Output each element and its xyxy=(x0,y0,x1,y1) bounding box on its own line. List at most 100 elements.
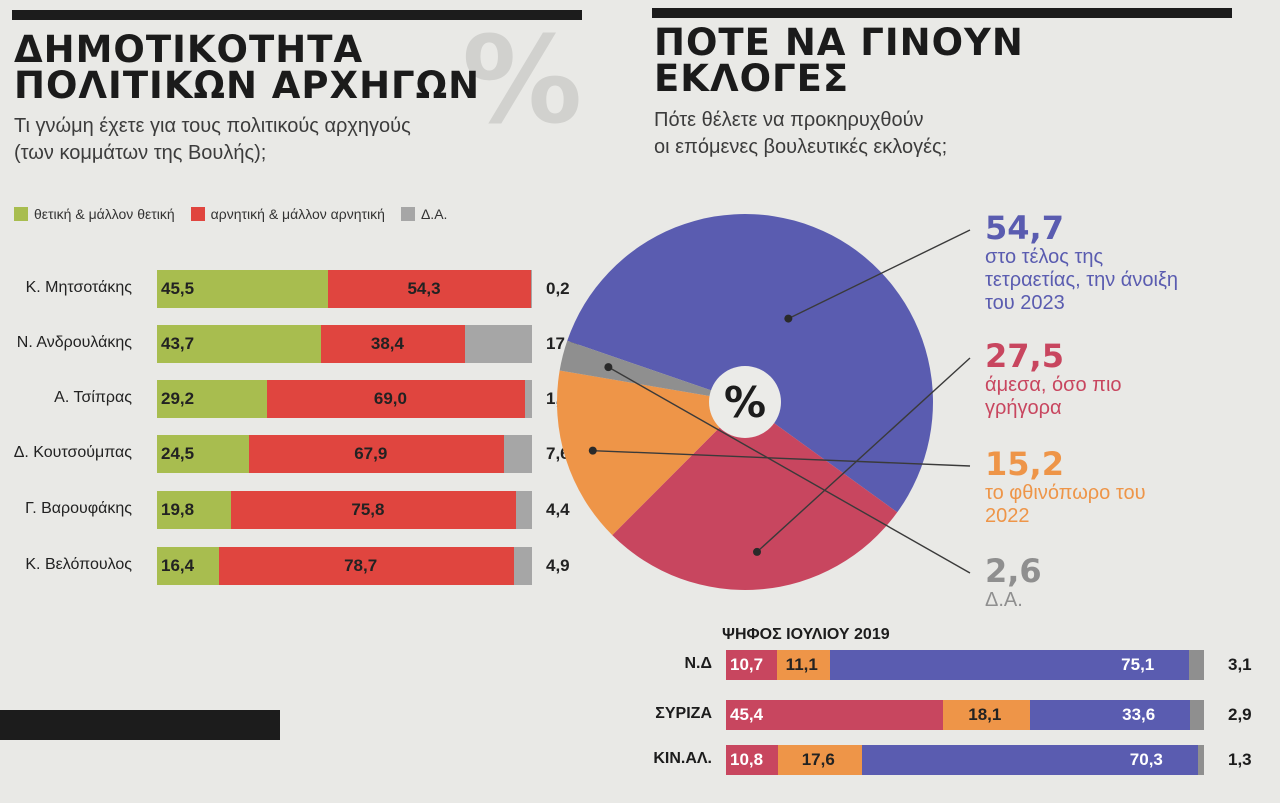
left-title-line2: ΠΟΛΙΤΙΚΩΝ ΑΡΧΗΓΩΝ xyxy=(14,64,481,107)
dk-segment xyxy=(531,270,532,308)
vote-party: Ν.Δ xyxy=(684,655,713,672)
pie-leader-dot xyxy=(784,314,793,323)
pie-value: 2,6 xyxy=(985,552,1042,590)
pie-value: 15,2 xyxy=(985,445,1064,483)
negative-segment xyxy=(320,325,465,363)
immediate-segment xyxy=(726,650,778,680)
pie-leader-line xyxy=(592,449,971,467)
vote-dk-value: 3,1 xyxy=(1228,655,1252,674)
autumn-segment xyxy=(943,700,1030,730)
dk-segment xyxy=(513,547,532,585)
dk-value: 0,2 xyxy=(546,279,570,298)
pie-label: 27,5 άμεσα, όσο πιο γρήγορα xyxy=(985,338,1185,420)
bar-row: Γ. Βαρουφάκης 19,8 75,8 4,4 xyxy=(0,491,600,529)
vote-value: 33,6 xyxy=(1122,705,1156,724)
pie-center-circle xyxy=(709,366,781,438)
pie-description: άμεσα, όσο πιο γρήγορα xyxy=(985,374,1122,419)
dk-segment xyxy=(464,325,532,363)
positive-segment xyxy=(157,435,249,473)
bar-name: Ν. Ανδρουλάκης xyxy=(16,334,132,351)
autumn-segment xyxy=(777,745,862,775)
legend-dk-label: Δ.Α. xyxy=(420,206,448,222)
dk-segment xyxy=(1197,745,1204,775)
left-title-line1: ΔΗΜΟΤΙΚΟΤΗΤΑ xyxy=(14,28,364,71)
pie-description: το φθινόπωρο του 2022 xyxy=(985,482,1146,527)
negative-value: 75,8 xyxy=(351,500,385,519)
legend-positive-label: θετική & μάλλον θετική xyxy=(34,206,175,222)
legend-negative-label: αρνητική & μάλλον αρνητική xyxy=(210,206,385,222)
positive-value: 19,8 xyxy=(161,500,195,519)
dk-value: 4,4 xyxy=(546,500,570,519)
vote-value: 17,6 xyxy=(801,750,835,769)
vote-value: 10,7 xyxy=(730,655,764,674)
legend-positive: θετική & μάλλον θετική xyxy=(14,206,175,222)
term-end-segment xyxy=(830,650,1190,680)
pie-value: 27,5 xyxy=(985,337,1064,375)
bar-row: Κ. Μητσοτάκης 45,5 54,3 0,2 xyxy=(0,270,600,308)
dk-value: 1,8 xyxy=(546,389,570,408)
left-subtitle-line2: (των κομμάτων της Βουλής); xyxy=(14,142,267,164)
left-title: ΔΗΜΟΤΙΚΟΤΗΤΑ ΠΟΛΙΤΙΚΩΝ ΑΡΧΗΓΩΝ xyxy=(14,31,481,107)
vote-row: Ν.Δ 10,7 11,1 75,1 3,1 xyxy=(600,650,1280,680)
term-end-segment xyxy=(861,745,1198,775)
vote-value: 10,8 xyxy=(730,750,764,769)
term-end-segment xyxy=(1029,700,1191,730)
vote-dk-value: 1,3 xyxy=(1228,750,1252,769)
bar-name: Κ. Μητσοτάκης xyxy=(25,279,132,296)
vote-2019-header: ΨΗΦΟΣ ΙΟΥΛΙΟΥ 2019 xyxy=(722,626,890,643)
right-title-line1: ΠΟΤΕ ΝΑ ΓΙΝΟΥΝ xyxy=(654,21,1024,64)
vote-party: ΣΥΡΙΖΑ xyxy=(655,705,712,722)
pie-slice xyxy=(567,213,934,513)
bar-row: Α. Τσίπρας 29,2 69,0 1,8 xyxy=(0,380,600,418)
positive-segment xyxy=(157,270,328,308)
pie-description: Δ.Α. xyxy=(985,589,1023,611)
legend-dk-swatch xyxy=(400,207,415,221)
dk-value: 17,9 xyxy=(546,334,580,353)
pie-value: 54,7 xyxy=(985,209,1064,247)
positive-value: 24,5 xyxy=(161,444,195,463)
right-title: ΠΟΤΕ ΝΑ ΓΙΝΟΥΝ ΕΚΛΟΓΕΣ xyxy=(654,24,1024,100)
negative-segment xyxy=(231,491,516,529)
bar-row: Δ. Κουτσούμπας 24,5 67,9 7,6 xyxy=(0,435,600,473)
pie-label: 54,7 στο τέλος της τετραετίας, την άνοιξη… xyxy=(985,210,1185,315)
left-subtitle: Τι γνώμη έχετε για τους πολιτικούς αρχηγ… xyxy=(14,113,411,167)
popularity-legend: θετική & μάλλον θετική αρνητική & μάλλον… xyxy=(14,206,447,222)
bar-row: Κ. Βελόπουλος 16,4 78,7 4,9 xyxy=(0,547,600,585)
right-title-line2: ΕΚΛΟΓΕΣ xyxy=(654,57,850,100)
left-subtitle-line1: Τι γνώμη έχετε για τους πολιτικούς αρχηγ… xyxy=(14,115,411,137)
bar-row: Ν. Ανδρουλάκης 43,7 38,4 17,9 xyxy=(0,325,600,363)
vote-value: 45,4 xyxy=(730,705,764,724)
vote-row: ΚΙΝ.ΑΛ. 10,8 17,6 70,3 1,3 xyxy=(600,745,1280,775)
pie-center-percent: % xyxy=(724,378,766,427)
dk-segment xyxy=(503,435,532,473)
right-subtitle: Πότε θέλετε να προκηρυχθούν οι επόμενες … xyxy=(654,107,947,161)
legend-negative: αρνητική & μάλλον αρνητική xyxy=(190,206,385,222)
dk-value: 7,6 xyxy=(546,444,570,463)
left-bottom-rule xyxy=(0,710,280,740)
positive-value: 29,2 xyxy=(161,389,195,408)
negative-value: 78,7 xyxy=(344,556,378,575)
dk-value: 4,9 xyxy=(546,556,570,575)
negative-segment xyxy=(266,380,526,418)
dk-segment xyxy=(515,491,532,529)
positive-segment xyxy=(157,547,219,585)
negative-value: 54,3 xyxy=(407,279,441,298)
pie-leader-line xyxy=(788,229,971,320)
negative-value: 69,0 xyxy=(373,389,407,408)
left-top-rule xyxy=(12,10,582,20)
vote-value: 11,1 xyxy=(785,655,818,674)
right-subtitle-line1: Πότε θέλετε να προκηρυχθούν xyxy=(654,109,924,131)
negative-segment xyxy=(218,547,514,585)
percent-watermark: % xyxy=(462,12,583,151)
vote-value: 70,3 xyxy=(1129,750,1163,769)
positive-value: 16,4 xyxy=(161,556,195,575)
negative-segment xyxy=(327,270,532,308)
positive-value: 45,5 xyxy=(161,279,195,298)
right-subtitle-line2: οι επόμενες βουλευτικές εκλογές; xyxy=(654,136,948,158)
legend-dk: Δ.Α. xyxy=(400,206,448,222)
pie-leader-dot xyxy=(753,547,762,556)
dk-segment xyxy=(1190,700,1204,730)
positive-value: 43,7 xyxy=(161,334,195,353)
negative-segment xyxy=(248,435,504,473)
negative-value: 38,4 xyxy=(370,334,404,353)
